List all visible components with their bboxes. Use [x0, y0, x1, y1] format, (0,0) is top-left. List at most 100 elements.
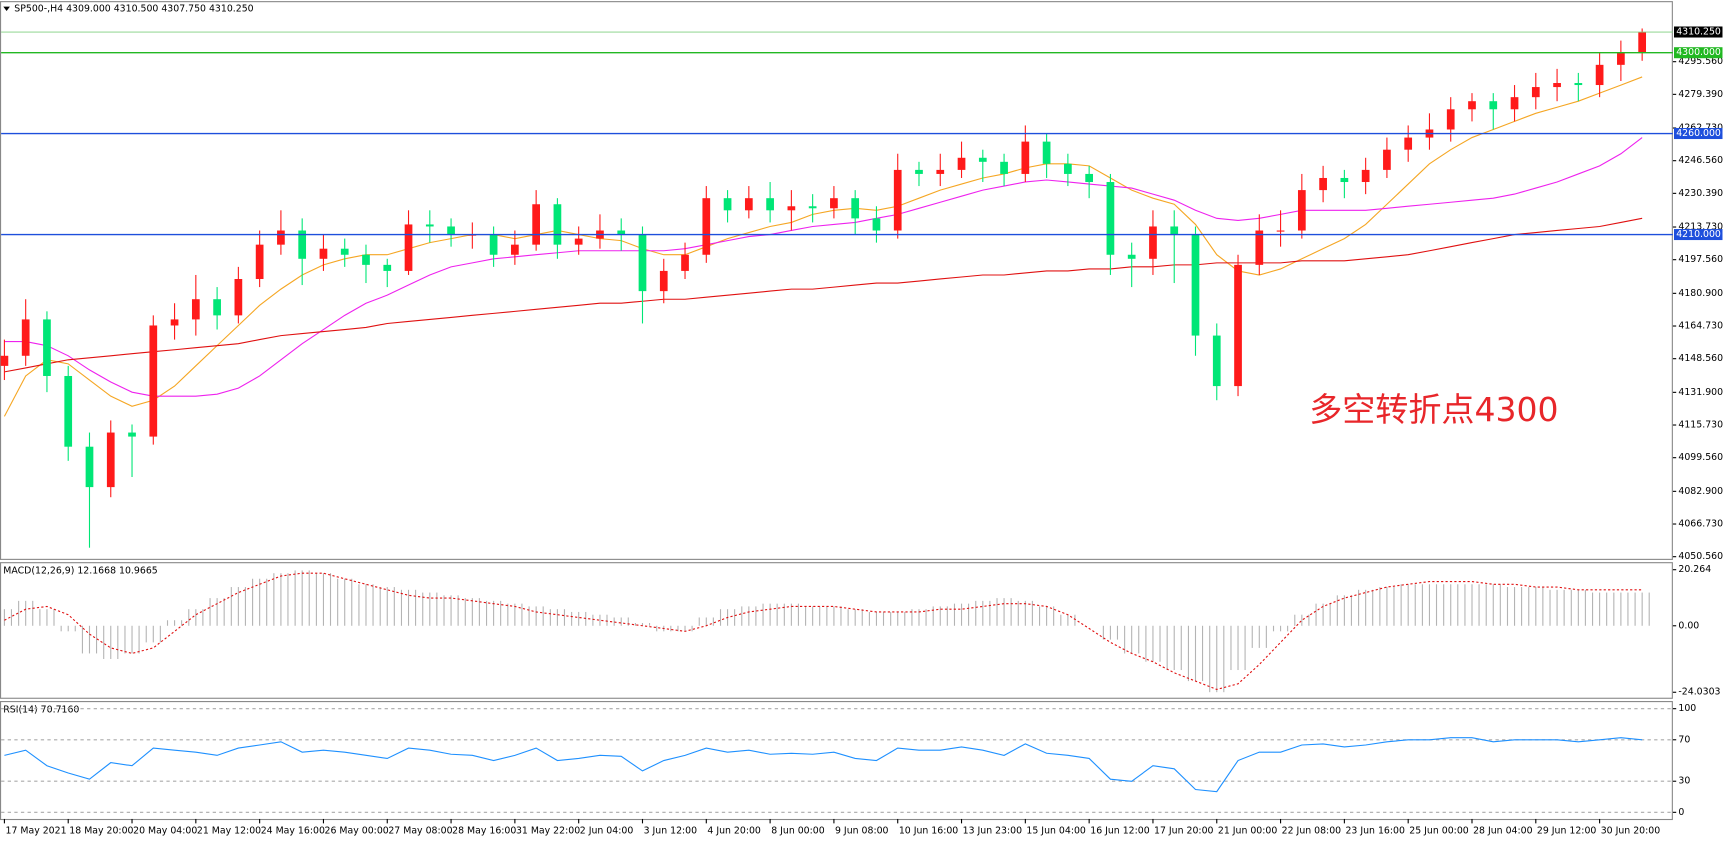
level-tag: [1674, 47, 1723, 59]
candle-body: [1085, 173, 1094, 183]
candle-body: [489, 234, 498, 255]
moving-average: [4, 137, 1643, 397]
candle-body: [21, 319, 30, 356]
candle-body: [255, 244, 264, 280]
y-tick-label: 4197.560: [1678, 254, 1723, 265]
candle-body: [191, 299, 200, 320]
y-tick-label: 4148.560: [1678, 353, 1723, 364]
candle-body: [1149, 226, 1157, 259]
candle-body: [851, 198, 860, 219]
x-tick-label: 21 May 12:00: [197, 826, 261, 837]
y-tick-label: 4180.900: [1678, 288, 1723, 299]
candle-body: [1234, 264, 1242, 387]
candle-body: [1000, 161, 1008, 174]
candle-body: [1446, 109, 1455, 130]
candle-body: [106, 432, 115, 488]
y-tick-label: 4164.730: [1678, 321, 1723, 332]
menu-arrow[interactable]: [3, 6, 10, 12]
x-tick-label: 8 Jun 00:00: [771, 826, 825, 837]
y-tick-label: 4262.730: [1678, 123, 1723, 134]
candle-body: [1064, 163, 1072, 174]
x-tick-label: 23 Jun 16:00: [1345, 826, 1404, 837]
candle-body: [170, 319, 179, 326]
candle-body: [893, 169, 902, 231]
candle-body: [43, 319, 51, 376]
candle-body: [1489, 101, 1498, 110]
candle-body: [1106, 182, 1115, 255]
y-tick-label: 0: [1678, 807, 1684, 818]
candle-body: [1531, 87, 1540, 98]
candle-body: [1191, 234, 1200, 336]
y-tick-label: 100: [1678, 703, 1696, 714]
y-tick-label: 30: [1678, 776, 1690, 787]
x-tick-label: 27 May 08:00: [388, 826, 452, 837]
candle-body: [1297, 190, 1306, 231]
macd-panel-frame: [0, 562, 1673, 699]
candle-body: [1021, 141, 1030, 174]
y-tick-label: 4066.730: [1678, 519, 1723, 530]
last-price-tag: [1674, 26, 1723, 38]
x-tick-label: 28 May 16:00: [452, 826, 516, 837]
x-tick-label: 2 Jun 04:00: [580, 826, 634, 837]
candle-body: [362, 254, 370, 265]
candle-body: [383, 264, 392, 271]
candle-body: [1574, 83, 1583, 86]
candle-body: [64, 375, 73, 447]
candle-body: [574, 238, 583, 245]
last-price-label: 4310.250: [1676, 27, 1721, 38]
candle-body: [766, 198, 774, 211]
candle-body: [787, 206, 796, 211]
candle-body: [808, 206, 817, 209]
main-title: SP500-,H4 4309.000 4310.500 4307.750 431…: [14, 3, 253, 14]
candle-body: [85, 446, 94, 488]
candle-body: [723, 198, 732, 211]
candle-body: [298, 230, 307, 259]
main-panel-frame: [0, 1, 1673, 560]
candle-body: [511, 244, 519, 255]
x-tick-label: 20 May 04:00: [133, 826, 197, 837]
y-tick-label: -24.0303: [1678, 687, 1720, 698]
candle-body: [128, 432, 136, 437]
candle-body: [1510, 97, 1519, 110]
y-tick-label: 4099.560: [1678, 452, 1723, 463]
x-tick-label: 29 Jun 12:00: [1537, 826, 1596, 837]
candle-body: [1468, 101, 1476, 110]
level-label: 4300.000: [1676, 47, 1721, 58]
rsi-line: [4, 737, 1643, 793]
x-tick-label: 22 Jun 08:00: [1282, 826, 1341, 837]
candle-body: [1595, 64, 1604, 86]
x-tick-label: 28 Jun 04:00: [1473, 826, 1532, 837]
x-tick-label: 30 Jun 20:00: [1601, 826, 1660, 837]
x-tick-label: 31 May 22:00: [516, 826, 580, 837]
panels: [0, 1, 1673, 821]
candle-body: [872, 218, 881, 231]
x-tick-label: 15 Jun 04:00: [1026, 826, 1085, 837]
x-tick-label: 9 Jun 08:00: [835, 826, 889, 837]
y-tick-label: 4230.390: [1678, 188, 1723, 199]
candle-body: [638, 234, 647, 292]
y-tick-label: 20.264: [1678, 564, 1711, 575]
candle-body: [1319, 177, 1327, 191]
x-tick-label: 16 Jun 12:00: [1090, 826, 1149, 837]
level-tag: [1674, 229, 1723, 241]
candle-body: [1617, 52, 1625, 65]
moving-average: [4, 217, 1643, 373]
y-tick-label: 4082.900: [1678, 486, 1723, 497]
candle-body: [1212, 335, 1221, 387]
x-tick-label: 25 Jun 00:00: [1409, 826, 1468, 837]
y-tick-label: 70: [1678, 734, 1690, 745]
y-tick-label: 4050.560: [1678, 551, 1723, 562]
candle-body: [1340, 177, 1349, 183]
candle-body: [1553, 83, 1561, 88]
candle-body: [404, 224, 413, 271]
x-tick-label: 13 Jun 23:00: [963, 826, 1022, 837]
candle-body: [744, 198, 753, 211]
candle-body: [1170, 226, 1179, 235]
candle-body: [1404, 137, 1413, 150]
y-tick-label: 4295.560: [1678, 56, 1723, 67]
candle-body: [936, 169, 945, 174]
y-tick-label: 4246.560: [1678, 155, 1723, 166]
candle-body: [915, 169, 923, 174]
candle-body: [234, 279, 243, 316]
